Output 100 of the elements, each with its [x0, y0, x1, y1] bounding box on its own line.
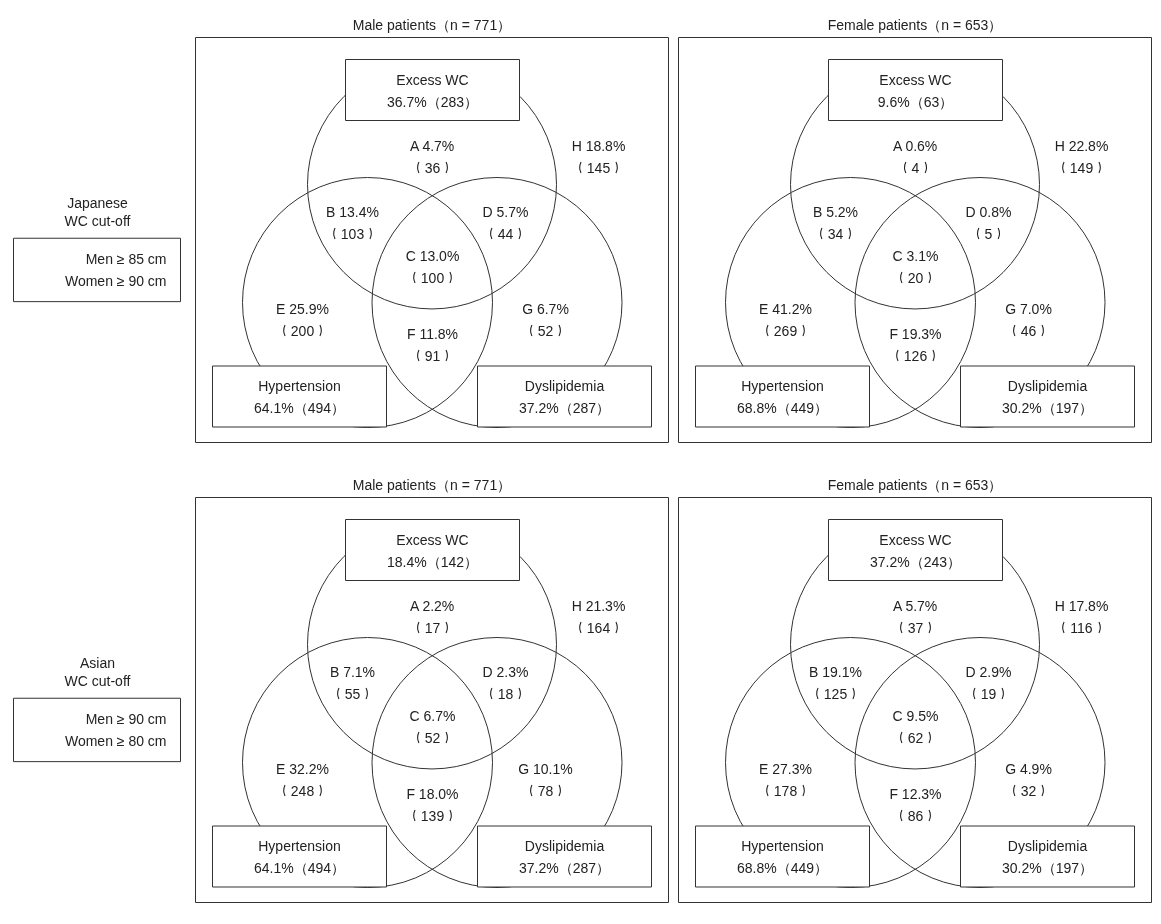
- text: Female patients（n = 653）: [827, 476, 1003, 493]
- text: 68.8%（449）: [736, 400, 829, 416]
- text: Asian: [79, 655, 116, 672]
- category-label: F 18.0%: [406, 785, 459, 802]
- category-label: D 2.3%: [482, 663, 529, 680]
- data-label: 37: [907, 619, 924, 636]
- category-label: D 5.7%: [482, 203, 529, 220]
- data-label: 86: [907, 807, 924, 824]
- text: 36.7%（283）: [386, 93, 479, 110]
- text: Women ≥ 90 cm: [64, 272, 167, 289]
- data-label: 200: [290, 322, 315, 339]
- text: 37.2%（243）: [869, 553, 962, 570]
- text: Excess WC: [396, 531, 469, 548]
- category-label: F 19.3%: [889, 325, 942, 342]
- data-label: 52: [424, 729, 441, 746]
- category-label: A 0.6%: [892, 137, 938, 154]
- data-label: 32: [1020, 782, 1037, 799]
- text: Excess WC: [879, 531, 952, 548]
- category-label: G 10.1%: [518, 760, 573, 777]
- text: Female patients（n = 653）: [827, 16, 1003, 33]
- data-label: 149: [1069, 159, 1094, 176]
- category-label: A 4.7%: [409, 137, 455, 154]
- text: 64.1%（494）: [253, 400, 346, 416]
- category-label: C 9.5%: [892, 707, 939, 724]
- text: Dyslipidemia: [524, 838, 605, 854]
- data-label: 178: [773, 782, 798, 799]
- text: Men ≥ 90 cm: [85, 711, 167, 728]
- category-label: D 2.9%: [965, 663, 1012, 680]
- text: Hypertension: [258, 378, 341, 394]
- data-label: 248: [290, 782, 315, 799]
- category-label: H 17.8%: [1054, 597, 1109, 614]
- text: 64.1%（494）: [253, 860, 346, 876]
- category-label: B 7.1%: [329, 663, 376, 680]
- text: WC cut-off: [64, 212, 131, 229]
- data-label: 116: [1070, 619, 1093, 636]
- category-label: C 3.1%: [892, 247, 939, 264]
- text: Hypertension: [741, 378, 824, 394]
- data-label: 4: [911, 159, 920, 176]
- text: 30.2%（197）: [1001, 860, 1094, 876]
- data-label: 269: [773, 322, 798, 339]
- text: Male patients（n = 771）: [352, 476, 512, 493]
- category-label: E 25.9%: [276, 300, 329, 317]
- text: Women ≥ 80 cm: [64, 732, 167, 749]
- text: 68.8%（449）: [736, 860, 829, 876]
- data-label: 55: [344, 685, 361, 702]
- data-label: 20: [907, 269, 924, 286]
- text: 37.2%（287）: [518, 860, 611, 876]
- category-label: F 12.3%: [889, 785, 942, 802]
- category-label: E 27.3%: [759, 760, 812, 777]
- category-label: D 0.8%: [965, 203, 1012, 220]
- category-label: B 5.2%: [812, 203, 859, 220]
- text: WC cut-off: [64, 672, 131, 689]
- category-label: B 13.4%: [326, 203, 379, 220]
- data-label: 36: [424, 159, 441, 176]
- category-label: H 22.8%: [1054, 137, 1109, 154]
- text: 37.2%（287）: [518, 400, 611, 416]
- category-label: C 13.0%: [405, 247, 460, 264]
- category-label: E 41.2%: [759, 300, 812, 317]
- data-label: 126: [903, 347, 928, 364]
- data-label: 18: [497, 685, 514, 702]
- category-label: B 19.1%: [809, 663, 862, 680]
- data-label: 52: [537, 322, 554, 339]
- text: Excess WC: [396, 71, 469, 88]
- text: 9.6%（63）: [877, 93, 954, 110]
- category-label: H 18.8%: [571, 137, 626, 154]
- data-label: 145: [586, 159, 611, 176]
- data-label: 125: [823, 685, 848, 702]
- category-label: H 21.3%: [571, 597, 626, 614]
- text: 30.2%（197）: [1001, 400, 1094, 416]
- data-label: 100: [420, 269, 445, 286]
- data-label: 46: [1020, 322, 1037, 339]
- category-label: A 2.2%: [409, 597, 455, 614]
- category-label: G 7.0%: [1005, 300, 1052, 317]
- category-label: A 5.7%: [892, 597, 938, 614]
- data-label: 164: [586, 619, 611, 636]
- text: Hypertension: [741, 838, 824, 854]
- data-label: 139: [420, 807, 445, 824]
- data-label: 78: [537, 782, 554, 799]
- data-label: 62: [907, 729, 924, 746]
- category-label: E 32.2%: [276, 760, 329, 777]
- category-label: G 4.9%: [1005, 760, 1052, 777]
- data-label: 19: [980, 685, 997, 702]
- text: 18.4%（142）: [386, 553, 479, 570]
- text: Excess WC: [879, 71, 952, 88]
- text: Dyslipidemia: [1007, 838, 1088, 854]
- category-label: G 6.7%: [522, 300, 569, 317]
- text: Hypertension: [258, 838, 341, 854]
- data-label: 91: [424, 347, 441, 364]
- text: Men ≥ 85 cm: [85, 251, 167, 268]
- data-label: 17: [424, 619, 441, 636]
- text: Male patients（n = 771）: [352, 16, 512, 33]
- text: Dyslipidemia: [1007, 378, 1088, 394]
- text: Japanese: [67, 195, 129, 212]
- data-label: 44: [497, 225, 514, 242]
- category-label: F 11.8%: [406, 325, 459, 342]
- text: Dyslipidemia: [524, 378, 605, 394]
- data-label: 34: [827, 225, 844, 242]
- category-label: C 6.7%: [409, 707, 456, 724]
- data-label: 5: [984, 225, 993, 242]
- data-label: 103: [340, 225, 365, 242]
